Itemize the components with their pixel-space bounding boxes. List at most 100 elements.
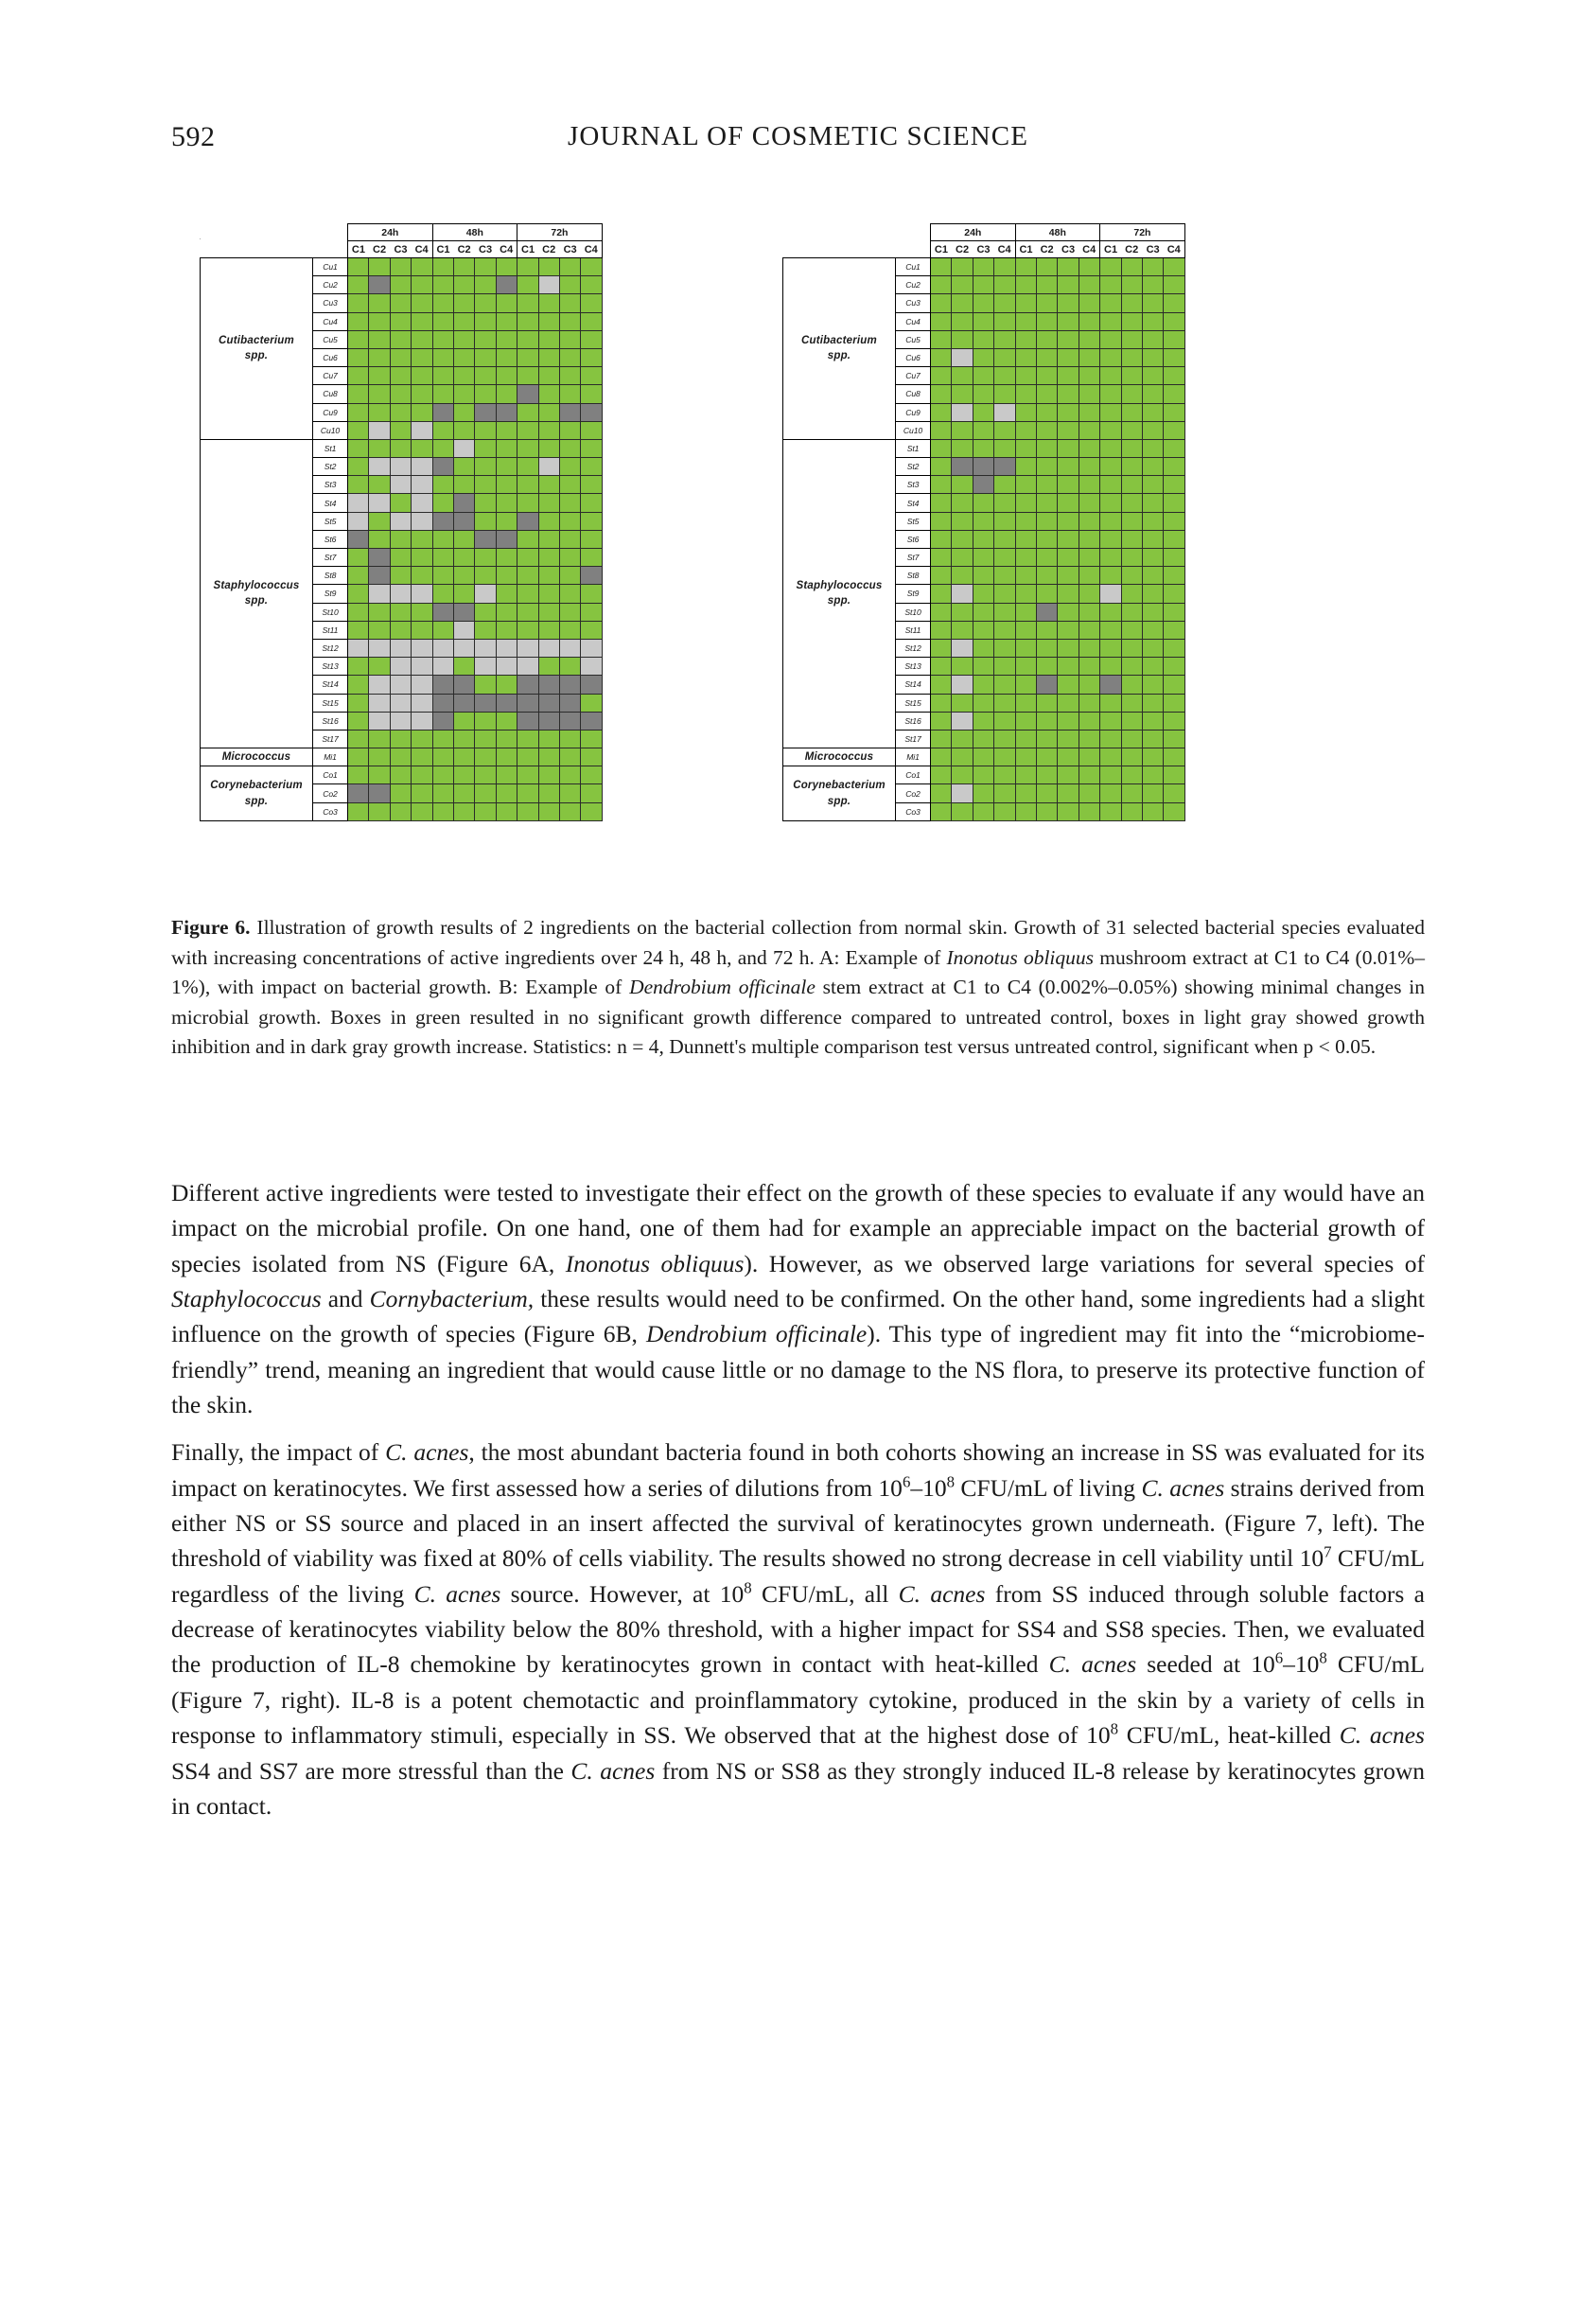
cell-no-difference: [389, 729, 412, 749]
cell-no-difference: [495, 256, 518, 277]
heatmap-row-St14: St14: [783, 675, 1185, 695]
timepoint-header-24h: 24h: [347, 223, 433, 241]
cell-no-difference: [431, 729, 454, 749]
cell-growth-inhibition: [389, 693, 412, 713]
cell-no-difference: [346, 457, 370, 477]
cell-no-difference: [929, 256, 953, 277]
text-run: ). This type of ingredient may fit into …: [171, 1320, 1425, 1419]
group-label-staphylococcus: Staphylococcus spp.: [200, 438, 313, 749]
cell-growth-increase: [972, 475, 995, 495]
cell-no-difference: [1057, 293, 1079, 313]
cell-no-difference: [951, 293, 973, 313]
cell-no-difference: [368, 801, 391, 821]
cell-no-difference: [929, 402, 953, 422]
cell-no-difference: [1099, 293, 1122, 313]
concentration-header-C2: C2: [1036, 240, 1058, 258]
concentration-header-C3: C3: [559, 240, 581, 258]
cell-no-difference: [558, 783, 582, 803]
cell-no-difference: [558, 438, 582, 459]
superscript: 8: [1319, 1648, 1327, 1667]
cell-no-difference: [537, 602, 560, 622]
cell-no-difference: [951, 547, 973, 568]
cell-no-difference: [1057, 457, 1079, 477]
cell-growth-increase: [368, 783, 391, 803]
strain-label-Cu7: Cu7: [895, 366, 931, 386]
cell-no-difference: [558, 293, 582, 313]
cell-growth-inhibition: [474, 657, 497, 677]
cell-no-difference: [1078, 602, 1101, 622]
cell-no-difference: [1057, 638, 1079, 659]
strain-label-Cu10: Cu10: [312, 420, 348, 440]
heatmap-row-Cu1: Cutibacterium spp. Cu1: [782, 256, 1185, 440]
cell-growth-increase: [1035, 675, 1059, 695]
cell-no-difference: [1035, 693, 1059, 713]
superscript: 6: [1274, 1648, 1284, 1667]
cell-growth-increase: [580, 675, 603, 695]
cell-no-difference: [452, 475, 476, 495]
cell-no-difference: [580, 547, 603, 568]
cell-no-difference: [389, 529, 412, 550]
cell-no-difference: [452, 457, 476, 477]
cell-no-difference: [1014, 402, 1037, 422]
cell-no-difference: [1163, 584, 1185, 604]
cell-no-difference: [1163, 256, 1185, 277]
figure-panel-b: B 24h48h72hC1C2C3C4C1C2C3C4C1C2C3C4Cutib…: [782, 223, 1185, 821]
cell-no-difference: [517, 457, 539, 477]
cell-growth-increase: [474, 529, 497, 550]
concentration-header-C1: C1: [929, 240, 952, 258]
strain-label-Cu6: Cu6: [895, 347, 931, 368]
strain-label-St17: St17: [312, 729, 348, 749]
cell-no-difference: [1099, 311, 1122, 331]
cell-no-difference: [972, 511, 995, 531]
cell-no-difference: [972, 311, 995, 331]
cell-no-difference: [431, 584, 454, 604]
cell-no-difference: [495, 675, 518, 695]
cell-no-difference: [1120, 584, 1143, 604]
cell-no-difference: [517, 347, 539, 368]
heatmap-row-St5: St5: [201, 511, 603, 531]
cell-no-difference: [517, 275, 539, 295]
cell-no-difference: [993, 511, 1016, 531]
cell-growth-inhibition: [431, 638, 454, 659]
cell-no-difference: [1163, 420, 1185, 440]
cell-no-difference: [495, 602, 518, 622]
cell-no-difference: [1141, 275, 1165, 295]
cell-no-difference: [1141, 584, 1165, 604]
cell-no-difference: [1141, 256, 1165, 277]
cell-no-difference: [411, 748, 433, 767]
cell-no-difference: [1057, 347, 1079, 368]
heatmap-row-St5: St5: [783, 511, 1185, 531]
cell-growth-increase: [452, 693, 476, 713]
cell-no-difference: [431, 783, 454, 803]
cell-no-difference: [1120, 275, 1143, 295]
cell-no-difference: [1014, 366, 1037, 386]
italic-term: C. acnes: [385, 1438, 469, 1467]
cell-no-difference: [929, 657, 953, 677]
cell-no-difference: [1120, 493, 1143, 513]
cell-no-difference: [1078, 402, 1101, 422]
cell-no-difference: [951, 766, 973, 785]
cell-no-difference: [537, 801, 560, 821]
cell-no-difference: [431, 366, 454, 386]
cell-no-difference: [1141, 366, 1165, 386]
cell-no-difference: [346, 329, 370, 349]
cell-no-difference: [929, 675, 953, 695]
cell-no-difference: [972, 366, 995, 386]
cell-no-difference: [389, 256, 412, 277]
cell-growth-increase: [452, 493, 476, 513]
cell-no-difference: [929, 801, 953, 821]
cell-no-difference: [537, 256, 560, 277]
cell-growth-inhibition: [452, 438, 476, 459]
cell-growth-increase: [495, 693, 518, 713]
cell-growth-inhibition: [368, 693, 391, 713]
cell-no-difference: [411, 801, 433, 821]
text-run: strains derived from either NS or SS sou…: [171, 1473, 1425, 1573]
cell-no-difference: [1057, 620, 1079, 640]
cell-no-difference: [411, 256, 433, 277]
cell-no-difference: [993, 693, 1016, 713]
cell-no-difference: [517, 293, 539, 313]
cell-no-difference: [346, 311, 370, 331]
cell-no-difference: [1057, 420, 1079, 440]
cell-no-difference: [1163, 711, 1185, 731]
concentration-header-C2: C2: [538, 240, 560, 258]
